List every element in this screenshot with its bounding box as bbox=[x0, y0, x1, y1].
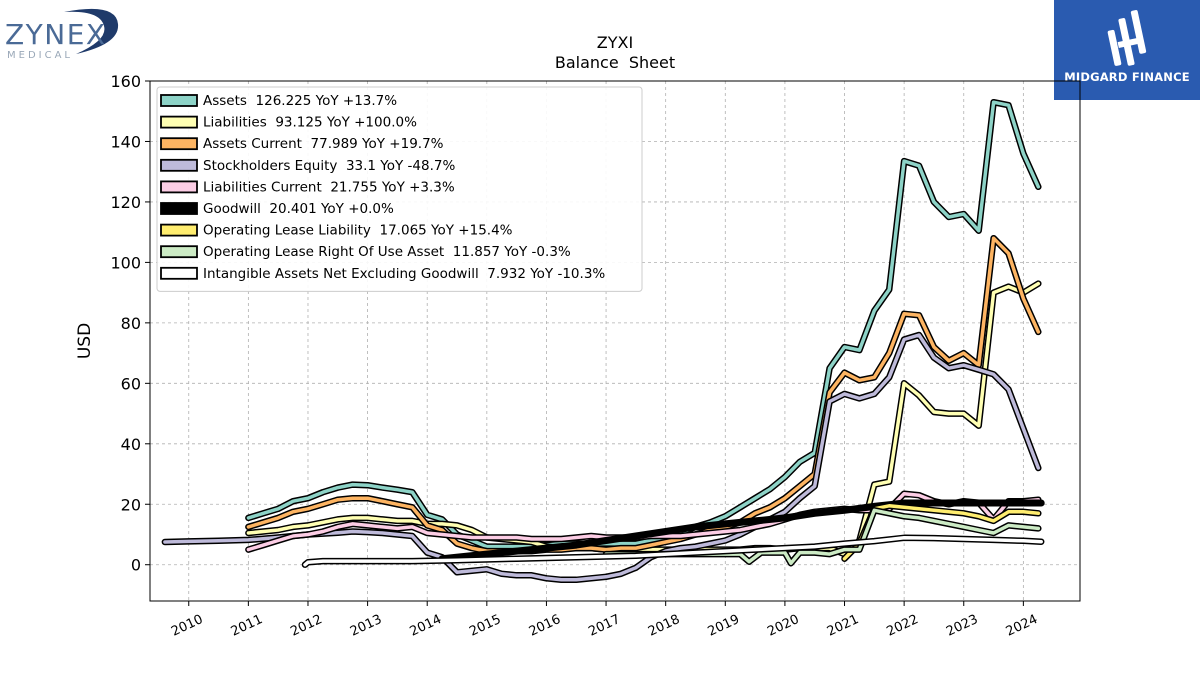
legend-label-4: Liabilities Current 21.755 YoY +3.3% bbox=[203, 179, 455, 195]
chart-title: ZYXI bbox=[597, 33, 633, 52]
legend-label-7: Operating Lease Right Of Use Asset 11.85… bbox=[203, 244, 571, 260]
x-tick-label: 2013 bbox=[348, 612, 384, 640]
x-tick-label: 2017 bbox=[586, 612, 622, 640]
series-line-5 bbox=[438, 499, 1045, 563]
x-tick-label: 2023 bbox=[944, 612, 980, 640]
y-tick-label: 80 bbox=[121, 314, 141, 333]
legend-swatch-0 bbox=[160, 94, 198, 107]
legend-swatch-7 bbox=[160, 245, 198, 259]
x-tick-label: 2018 bbox=[646, 612, 682, 640]
y-tick-label: 120 bbox=[110, 193, 141, 212]
legend-swatch-2 bbox=[160, 137, 198, 151]
x-tick-label: 2011 bbox=[229, 612, 265, 640]
legend-swatch-1 bbox=[160, 115, 198, 129]
legend-box bbox=[156, 86, 643, 292]
zynex-medical-logo: ZYNEX MEDICAL bbox=[4, 4, 124, 62]
x-tick-label: 2022 bbox=[884, 612, 920, 640]
y-tick-label: 40 bbox=[121, 435, 141, 454]
y-tick-label: 100 bbox=[110, 253, 141, 272]
legend-label-1: Liabilities 93.125 YoY +100.0% bbox=[203, 115, 417, 131]
legend-label-6: Operating Lease Liability 17.065 YoY +15… bbox=[203, 223, 513, 239]
legend-swatch-5 bbox=[160, 202, 198, 215]
x-tick-label: 2024 bbox=[1004, 612, 1040, 640]
y-axis-label: USD bbox=[75, 323, 95, 359]
legend-swatch-6 bbox=[160, 223, 198, 237]
x-tick-label: 2012 bbox=[288, 612, 324, 640]
series-line-0 bbox=[246, 100, 1041, 549]
legend-swatch-3 bbox=[160, 158, 198, 172]
y-tick-label: 160 bbox=[110, 72, 141, 91]
x-tick-label: 2015 bbox=[467, 612, 503, 640]
y-tick-label: 20 bbox=[121, 495, 141, 514]
svg-text:MEDICAL: MEDICAL bbox=[7, 50, 73, 61]
series-line-2 bbox=[246, 236, 1041, 553]
x-tick-label: 2014 bbox=[408, 612, 444, 640]
series-lines bbox=[161, 98, 1045, 584]
plot-frame bbox=[149, 80, 1081, 602]
x-tick-label: 2016 bbox=[527, 612, 563, 640]
y-tick-label: 60 bbox=[121, 374, 141, 393]
x-tick-label: 2010 bbox=[169, 612, 205, 640]
midgard-finance-text: MIDGARD FINANCE bbox=[1064, 70, 1190, 84]
legend-label-5: Goodwill 20.401 YoY +0.0% bbox=[203, 201, 394, 217]
midgard-finance-logo: MIDGARD FINANCE bbox=[1054, 0, 1200, 100]
chart-subtitle: Balance Sheet bbox=[555, 53, 675, 72]
x-tick-label: 2020 bbox=[765, 612, 801, 640]
legend-label-2: Assets Current 77.989 YoY +19.7% bbox=[203, 136, 444, 152]
legend-label-8: Intangible Assets Net Excluding Goodwill… bbox=[203, 266, 605, 282]
legend-label-3: Stockholders Equity 33.1 YoY -48.7% bbox=[203, 158, 455, 174]
y-tick-label: 140 bbox=[110, 132, 141, 151]
svg-text:ZYNEX: ZYNEX bbox=[5, 18, 107, 51]
x-tick-label: 2021 bbox=[825, 612, 861, 640]
y-tick-label: 0 bbox=[131, 556, 141, 575]
legend-swatch-4 bbox=[160, 180, 198, 194]
legend-label-0: Assets 126.225 YoY +13.7% bbox=[203, 93, 397, 109]
x-tick-label: 2019 bbox=[706, 612, 742, 640]
series-line-3 bbox=[163, 333, 1041, 582]
series-line-8 bbox=[303, 536, 1043, 567]
legend-swatch-8 bbox=[160, 266, 198, 280]
legend: Assets 126.225 YoY +13.7% Liabilities 93.… bbox=[156, 86, 643, 292]
